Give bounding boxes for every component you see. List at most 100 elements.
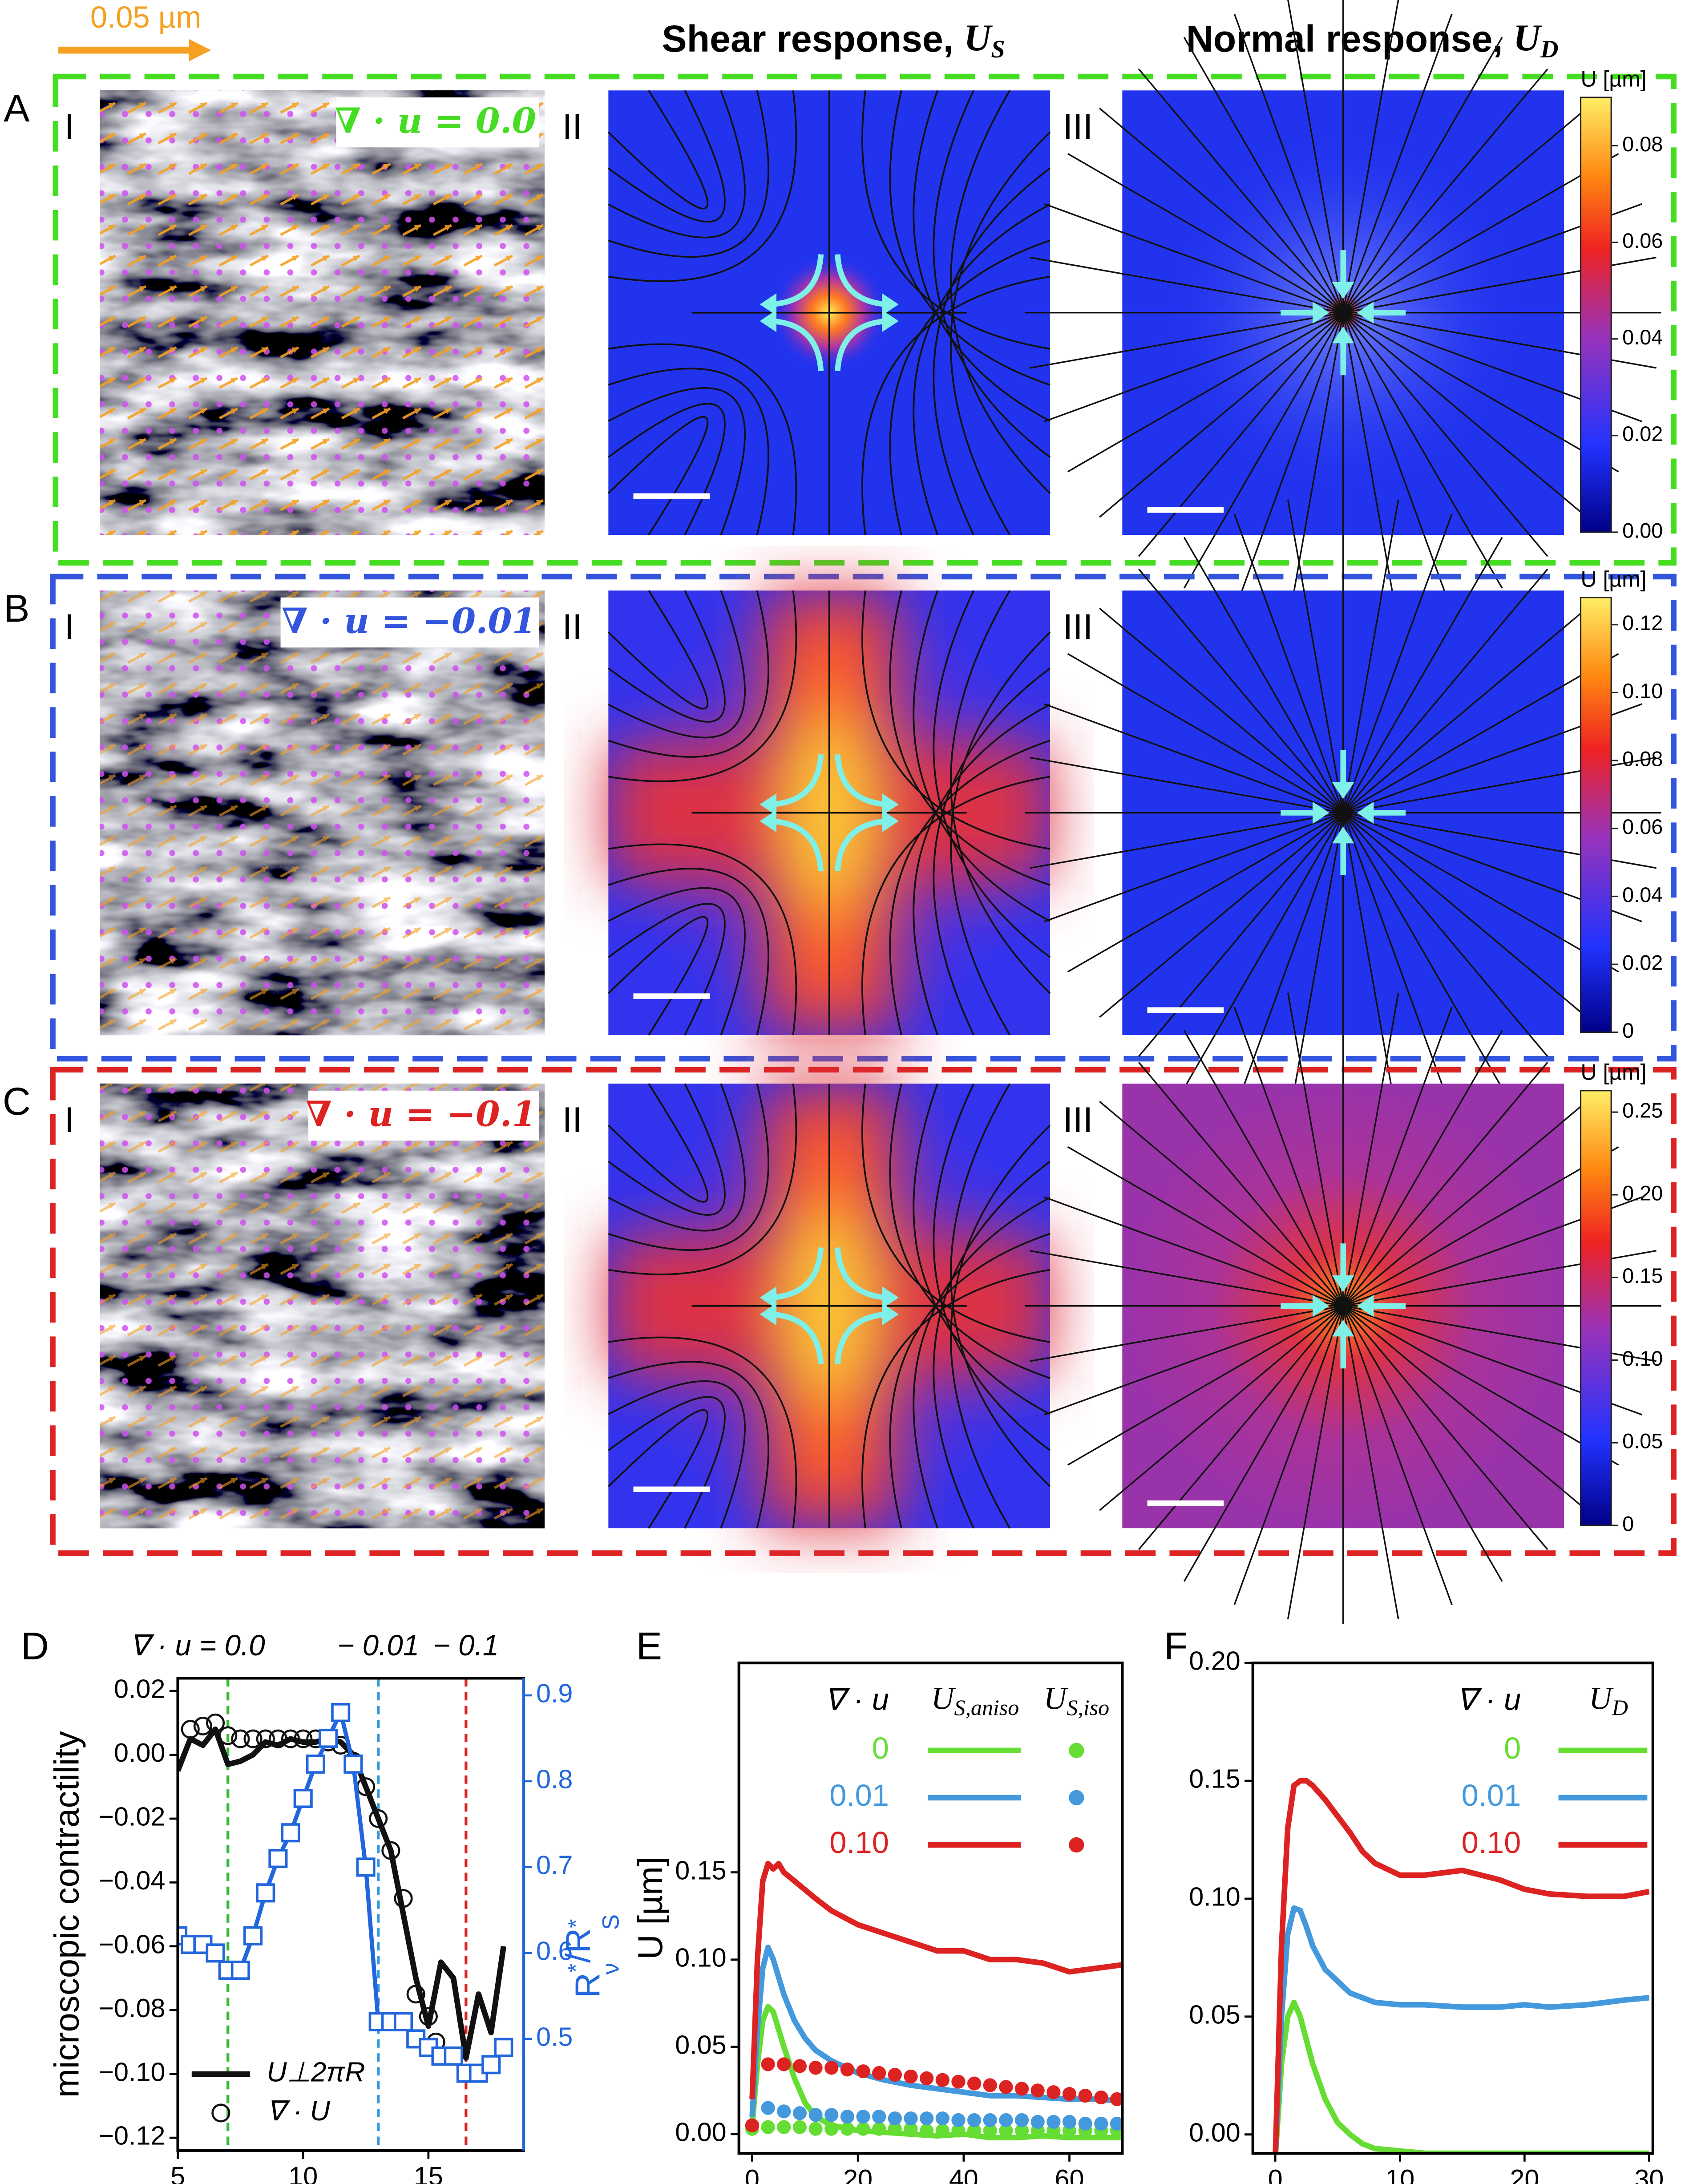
streamline — [1342, 813, 1399, 1126]
streamline — [1342, 812, 1548, 1057]
point — [444, 2046, 463, 2066]
point — [920, 2111, 934, 2126]
point — [840, 2063, 854, 2077]
streamline — [608, 1083, 726, 1216]
legend-symbol: U — [1589, 1681, 1614, 1716]
plot-area — [745, 1860, 1123, 2140]
flow-arrow — [835, 1311, 888, 1365]
scale-bar — [1147, 1007, 1224, 1013]
point — [243, 1926, 263, 1945]
streamline — [1030, 812, 1343, 869]
streamline — [608, 590, 726, 723]
colorbar-tick-label: 0.08 — [1622, 133, 1663, 156]
colorbar-tick-label: 0.12 — [1622, 611, 1663, 635]
y-tick-label: 0.00 — [114, 1738, 165, 1767]
point — [293, 1788, 313, 1808]
point — [193, 1716, 212, 1736]
y-tick-label: 0.20 — [1189, 1646, 1240, 1676]
streamline — [1342, 0, 1399, 313]
point — [983, 2078, 997, 2092]
x-tick-label: 5 — [170, 2161, 185, 2184]
point — [872, 2122, 886, 2136]
scale-bar-head — [189, 39, 211, 61]
column-header: Shear response, US — [662, 17, 1005, 63]
streamline — [608, 1396, 726, 1529]
streamline — [913, 203, 1051, 535]
streamline — [608, 90, 726, 223]
y-tick-label: 0.05 — [1189, 1999, 1240, 2029]
streamline — [1342, 992, 1399, 1306]
streamline — [1287, 992, 1344, 1306]
streamline — [933, 667, 1051, 1035]
streamline — [1342, 568, 1548, 813]
streamline — [608, 590, 769, 758]
streamline — [889, 740, 1051, 1035]
y2-tick-label: 0.6 — [536, 1936, 573, 1966]
point — [230, 1960, 250, 1980]
point — [318, 1728, 338, 1748]
streamline — [1183, 812, 1344, 1089]
colorbar-tick-label: 0 — [1622, 1019, 1634, 1042]
panel-label: III — [1063, 107, 1093, 147]
divergence-label: ∇ · u = −0.1 — [306, 1094, 536, 1135]
legend-label: U⊥2πR — [267, 2057, 365, 2088]
legend-title: ∇ · u — [824, 1682, 889, 1717]
streamline — [1183, 312, 1344, 589]
streamline — [889, 90, 1051, 386]
streamline — [1044, 703, 1344, 814]
flow-arrow-head — [882, 793, 899, 816]
colorbar-tick-label: 0.05 — [1622, 1430, 1663, 1453]
streamline — [1342, 812, 1453, 1112]
row-frame — [50, 1067, 1677, 1556]
streamline — [1342, 312, 1588, 518]
colorbar-tick-label: 0.00 — [1622, 519, 1663, 542]
legend-subscript: S,iso — [1067, 1695, 1109, 1720]
streamline — [1342, 153, 1619, 314]
colorbar-tick-label: 0.02 — [1622, 951, 1663, 974]
streamline — [1287, 312, 1344, 626]
point — [256, 1729, 275, 1748]
point — [1030, 2083, 1045, 2098]
point — [999, 2123, 1013, 2138]
panel-label: I — [65, 107, 75, 147]
point — [393, 2012, 413, 2031]
streamline — [1342, 36, 1503, 313]
flow-arrow-head — [760, 1303, 777, 1326]
point — [935, 2123, 950, 2138]
point — [904, 2111, 918, 2126]
point — [840, 2110, 854, 2124]
streamline — [1044, 312, 1344, 422]
y2-label-part: ν — [598, 1963, 624, 1975]
colorbar — [1580, 1090, 1612, 1526]
y-tick-label: 0.15 — [675, 1855, 726, 1885]
legend-symbol: U — [931, 1681, 956, 1716]
streamline — [1067, 312, 1344, 473]
streamline — [1138, 69, 1344, 313]
point — [792, 2120, 807, 2134]
legend-label: 0.01 — [1462, 1778, 1521, 1812]
streamline — [1342, 499, 1399, 813]
colorbar — [1580, 97, 1612, 533]
point — [381, 1841, 400, 1860]
streamline — [608, 868, 769, 1035]
streamline — [1183, 1030, 1344, 1306]
x-tick-label: 20 — [843, 2164, 873, 2184]
panel-label: II — [562, 1100, 582, 1140]
series-line — [749, 1860, 1123, 2099]
flow-arrow — [771, 818, 824, 872]
streamline — [1183, 36, 1344, 313]
legend-column-header: US,aniso — [931, 1681, 1019, 1720]
point — [394, 1889, 413, 1908]
scale-bar — [1147, 507, 1224, 513]
streamline — [1342, 13, 1453, 313]
legend-column-header: US,iso — [1044, 1681, 1110, 1720]
flow-arrow-head — [760, 293, 777, 315]
y-tick-label: −0.10 — [98, 2057, 165, 2087]
y-tick-label: 0.10 — [675, 1942, 726, 1972]
y-tick-label: 0.05 — [675, 2030, 726, 2059]
streamline — [608, 590, 797, 782]
y-tick-label: 0.00 — [1189, 2117, 1240, 2147]
point — [967, 2123, 982, 2138]
legend-column-header: UD — [1589, 1681, 1628, 1720]
